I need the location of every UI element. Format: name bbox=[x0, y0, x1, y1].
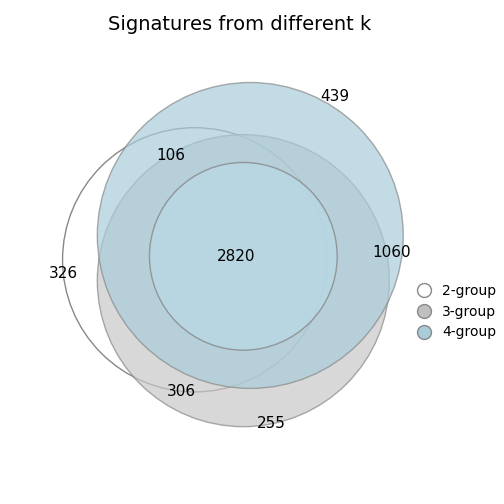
Text: 306: 306 bbox=[167, 385, 196, 399]
Text: 255: 255 bbox=[257, 416, 286, 430]
Text: 1060: 1060 bbox=[372, 245, 411, 261]
Circle shape bbox=[150, 162, 337, 350]
Title: Signatures from different k: Signatures from different k bbox=[108, 16, 371, 34]
Text: 326: 326 bbox=[49, 266, 78, 281]
Text: 439: 439 bbox=[320, 89, 349, 104]
Legend: 2-group, 3-group, 4-group: 2-group, 3-group, 4-group bbox=[410, 277, 503, 346]
Text: 106: 106 bbox=[156, 148, 185, 163]
Circle shape bbox=[97, 83, 403, 389]
Text: 2820: 2820 bbox=[217, 249, 256, 264]
Circle shape bbox=[97, 135, 389, 427]
